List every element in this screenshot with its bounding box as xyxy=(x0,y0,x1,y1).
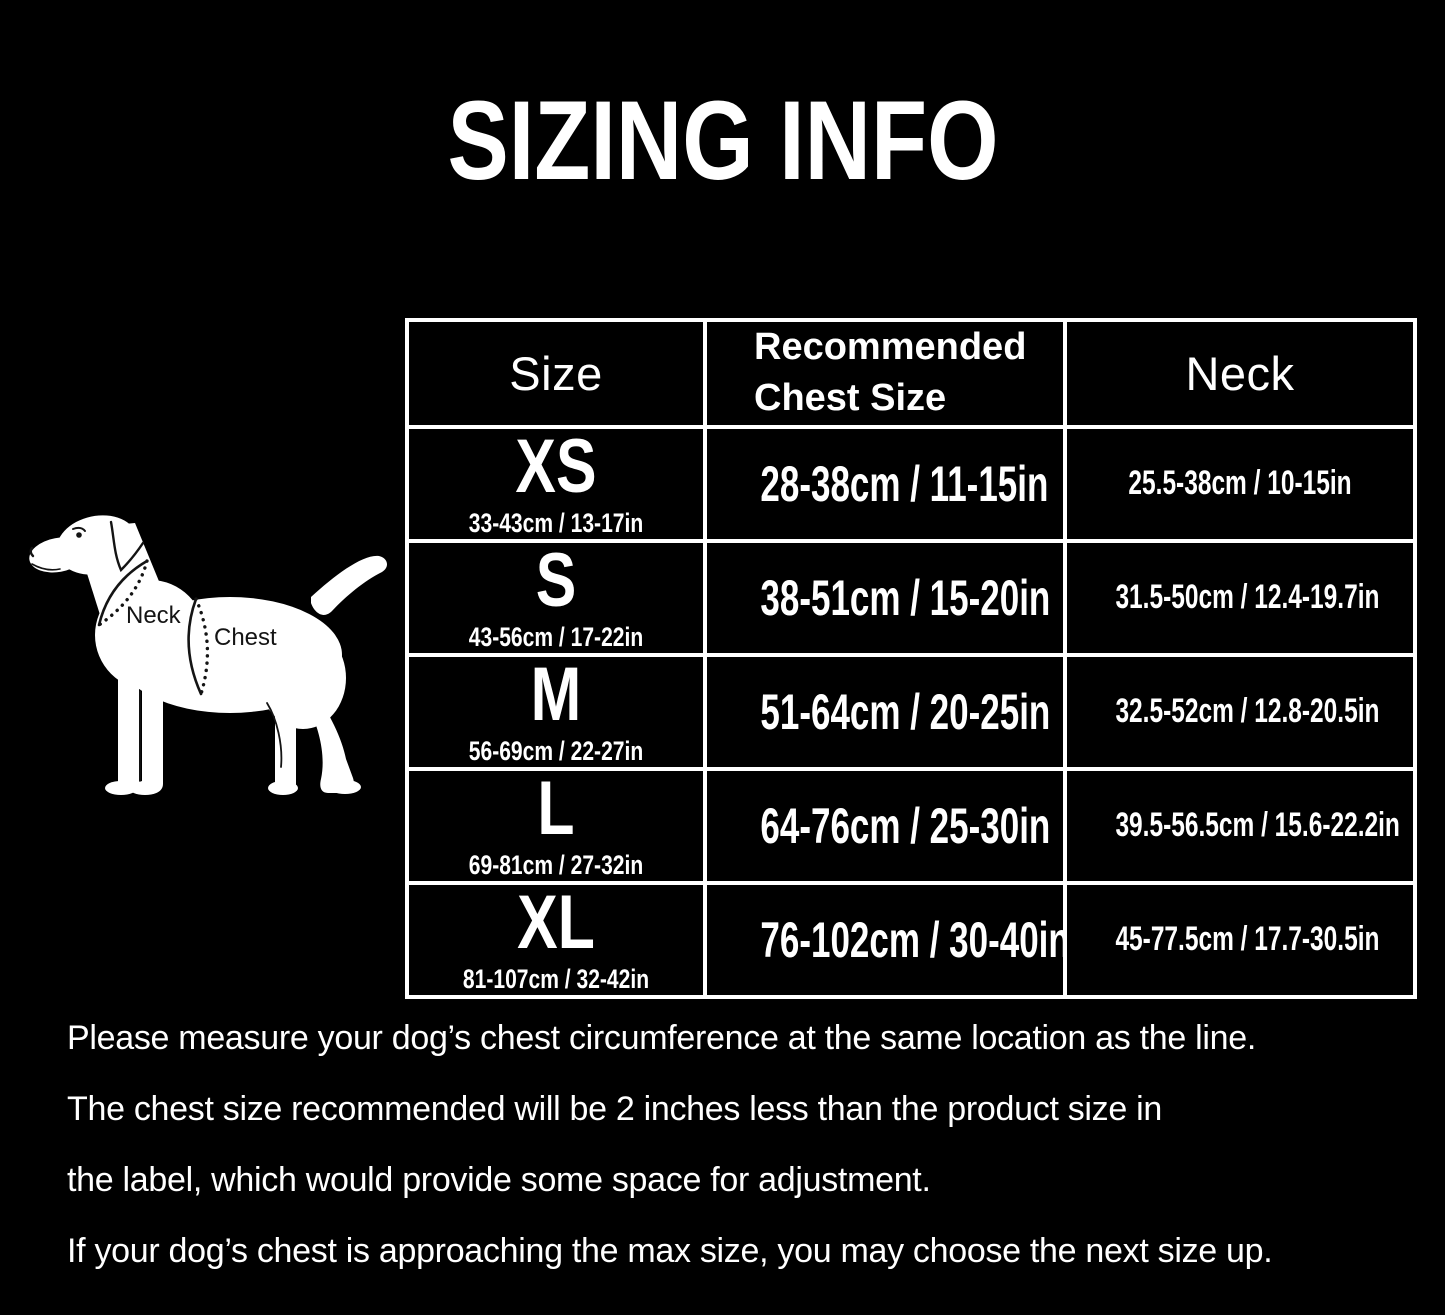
table-header-row: Size Recommended Chest Size Neck xyxy=(405,318,1417,429)
size-cell-l: L 69-81cm / 27-32in xyxy=(405,766,707,885)
table-row-m: M 56-69cm / 22-27in 51-64cm / 20-25in 32… xyxy=(405,652,1417,771)
neck-label: Neck xyxy=(126,602,182,629)
neck-cell-s: 31.5-50cm / 12.4-19.7in xyxy=(1063,538,1417,657)
chest-cell-m: 51-64cm / 20-25in xyxy=(703,652,1067,771)
chest-cell-l: 64-76cm / 25-30in xyxy=(703,766,1067,885)
neck-cell-l: 39.5-56.5cm / 15.6-22.2in xyxy=(1063,766,1417,885)
table-row-xl: XL 81-107cm / 32-42in 76-102cm / 30-40in… xyxy=(405,880,1417,999)
page-title-text: SIZING INFO xyxy=(446,78,999,203)
dog-measurement-diagram: Neck Chest xyxy=(15,495,395,815)
measurement-notes: Please measure your dog’s chest circumfe… xyxy=(67,1003,1412,1287)
note-line: Please measure your dog’s chest circumfe… xyxy=(67,1019,1256,1057)
note-line: If your dog’s chest is approaching the m… xyxy=(67,1232,1273,1270)
table-row-s: S 43-56cm / 17-22in 38-51cm / 15-20in 31… xyxy=(405,538,1417,657)
dog-eye-icon xyxy=(76,532,82,538)
size-cell-xs: XS 33-43cm / 13-17in xyxy=(405,424,707,543)
chest-cell-xs: 28-38cm / 11-15in xyxy=(703,424,1067,543)
col-header-size: Size xyxy=(405,318,707,429)
table-row-xs: XS 33-43cm / 13-17in 28-38cm / 11-15in 2… xyxy=(405,424,1417,543)
page-title: SIZING INFO xyxy=(0,82,1445,200)
neck-cell-xl: 45-77.5cm / 17.7-30.5in xyxy=(1063,880,1417,999)
size-cell-m: M 56-69cm / 22-27in xyxy=(405,652,707,771)
col-header-chest: Recommended Chest Size xyxy=(703,318,1067,429)
neck-cell-m: 32.5-52cm / 12.8-20.5in xyxy=(1063,652,1417,771)
chest-cell-xl: 76-102cm / 30-40in xyxy=(703,880,1067,999)
neck-cell-xs: 25.5-38cm / 10-15in xyxy=(1063,424,1417,543)
note-line: the label, which would provide some spac… xyxy=(67,1161,931,1199)
size-cell-xl: XL 81-107cm / 32-42in xyxy=(405,880,707,999)
sizing-table: Size Recommended Chest Size Neck XS 33-4… xyxy=(405,318,1417,999)
chest-cell-s: 38-51cm / 15-20in xyxy=(703,538,1067,657)
chest-label: Chest xyxy=(214,624,277,651)
size-cell-s: S 43-56cm / 17-22in xyxy=(405,538,707,657)
col-header-neck: Neck xyxy=(1063,318,1417,429)
note-line: The chest size recommended will be 2 inc… xyxy=(67,1090,1163,1128)
table-row-l: L 69-81cm / 27-32in 64-76cm / 25-30in 39… xyxy=(405,766,1417,885)
dog-silhouette-icon: Neck Chest xyxy=(29,515,388,795)
